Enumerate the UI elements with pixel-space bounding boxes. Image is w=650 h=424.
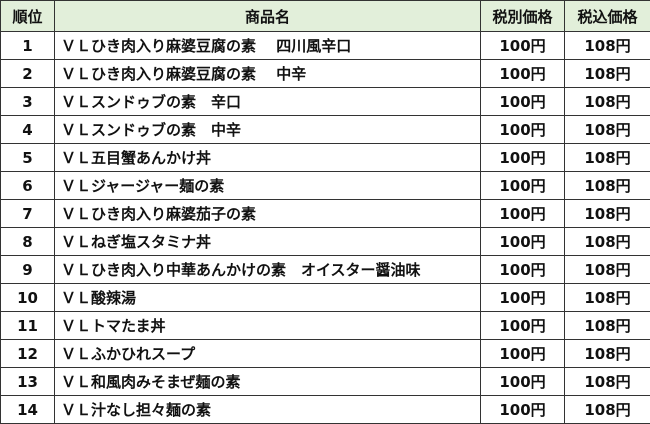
rank-cell: 13 [1, 368, 55, 396]
product-name-cell: ＶＬひき肉入り麻婆茄子の素 [55, 200, 481, 228]
price-cell: 100円 [481, 340, 565, 368]
rank-cell: 12 [1, 340, 55, 368]
price-tax-cell: 108円 [565, 284, 650, 312]
product-name-cell: ＶＬトマたま丼 [55, 312, 481, 340]
rank-cell: 9 [1, 256, 55, 284]
price-tax-cell: 108円 [565, 32, 650, 60]
price-tax-cell: 108円 [565, 256, 650, 284]
rank-cell: 7 [1, 200, 55, 228]
product-name-cell: ＶＬふかひれスープ [55, 340, 481, 368]
price-tax-cell: 108円 [565, 200, 650, 228]
price-cell: 100円 [481, 396, 565, 424]
price-tax-cell: 108円 [565, 144, 650, 172]
rank-cell: 10 [1, 284, 55, 312]
price-tax-cell: 108円 [565, 228, 650, 256]
product-name-cell: ＶＬひき肉入り中華あんかけの素 オイスター醤油味 [55, 256, 481, 284]
product-name-cell: ＶＬひき肉入り麻婆豆腐の素 四川風辛口 [55, 32, 481, 60]
header-rank: 順位 [1, 1, 55, 32]
price-cell: 100円 [481, 32, 565, 60]
header-price: 税別価格 [481, 1, 565, 32]
rank-cell: 14 [1, 396, 55, 424]
product-name-cell: ＶＬ和風肉みそまぜ麺の素 [55, 368, 481, 396]
price-cell: 100円 [481, 284, 565, 312]
price-cell: 100円 [481, 88, 565, 116]
rank-cell: 5 [1, 144, 55, 172]
price-tax-cell: 108円 [565, 396, 650, 424]
product-name-cell: ＶＬひき肉入り麻婆豆腐の素 中辛 [55, 60, 481, 88]
price-tax-cell: 108円 [565, 340, 650, 368]
rank-cell: 6 [1, 172, 55, 200]
price-cell: 100円 [481, 256, 565, 284]
price-cell: 100円 [481, 312, 565, 340]
price-cell: 100円 [481, 200, 565, 228]
product-name-cell: ＶＬジャージャー麺の素 [55, 172, 481, 200]
price-cell: 100円 [481, 144, 565, 172]
price-cell: 100円 [481, 116, 565, 144]
rank-cell: 3 [1, 88, 55, 116]
rank-cell: 1 [1, 32, 55, 60]
product-name-cell: ＶＬ酸辣湯 [55, 284, 481, 312]
price-cell: 100円 [481, 172, 565, 200]
price-tax-cell: 108円 [565, 116, 650, 144]
header-price-tax: 税込価格 [565, 1, 650, 32]
price-tax-cell: 108円 [565, 60, 650, 88]
product-name-cell: ＶＬ汁なし担々麺の素 [55, 396, 481, 424]
price-tax-cell: 108円 [565, 312, 650, 340]
price-cell: 100円 [481, 228, 565, 256]
price-tax-cell: 108円 [565, 172, 650, 200]
rank-cell: 2 [1, 60, 55, 88]
header-row: 順位 商品名 税別価格 税込価格 [1, 1, 650, 32]
price-cell: 100円 [481, 368, 565, 396]
rank-cell: 4 [1, 116, 55, 144]
rank-cell: 11 [1, 312, 55, 340]
price-tax-cell: 108円 [565, 368, 650, 396]
product-name-cell: ＶＬねぎ塩スタミナ丼 [55, 228, 481, 256]
header-name: 商品名 [55, 1, 481, 32]
price-tax-cell: 108円 [565, 88, 650, 116]
product-name-cell: ＶＬスンドゥブの素 辛口 [55, 88, 481, 116]
rank-cell: 8 [1, 228, 55, 256]
product-name-cell: ＶＬ五目蟹あんかけ丼 [55, 144, 481, 172]
price-cell: 100円 [481, 60, 565, 88]
product-name-cell: ＶＬスンドゥブの素 中辛 [55, 116, 481, 144]
